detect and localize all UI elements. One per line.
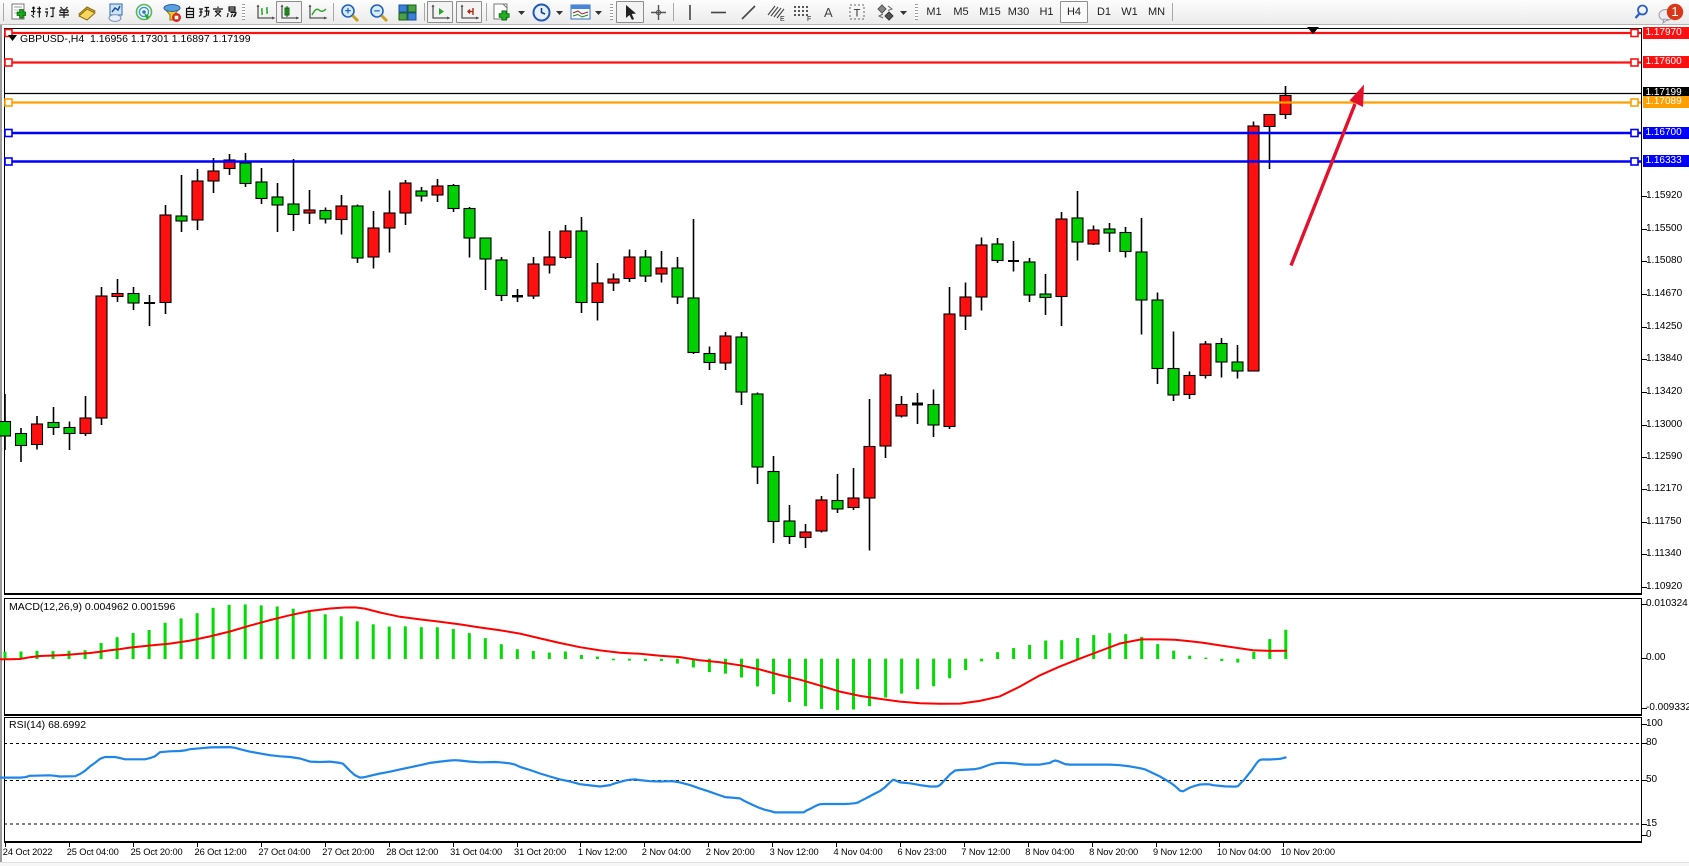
svg-text:−: −: [374, 6, 380, 18]
svg-text:+: +: [345, 6, 351, 18]
svg-text:F: F: [807, 16, 811, 23]
svg-text:1: 1: [1671, 4, 1678, 19]
svg-text:T: T: [854, 8, 861, 20]
svg-text:E: E: [780, 16, 785, 23]
